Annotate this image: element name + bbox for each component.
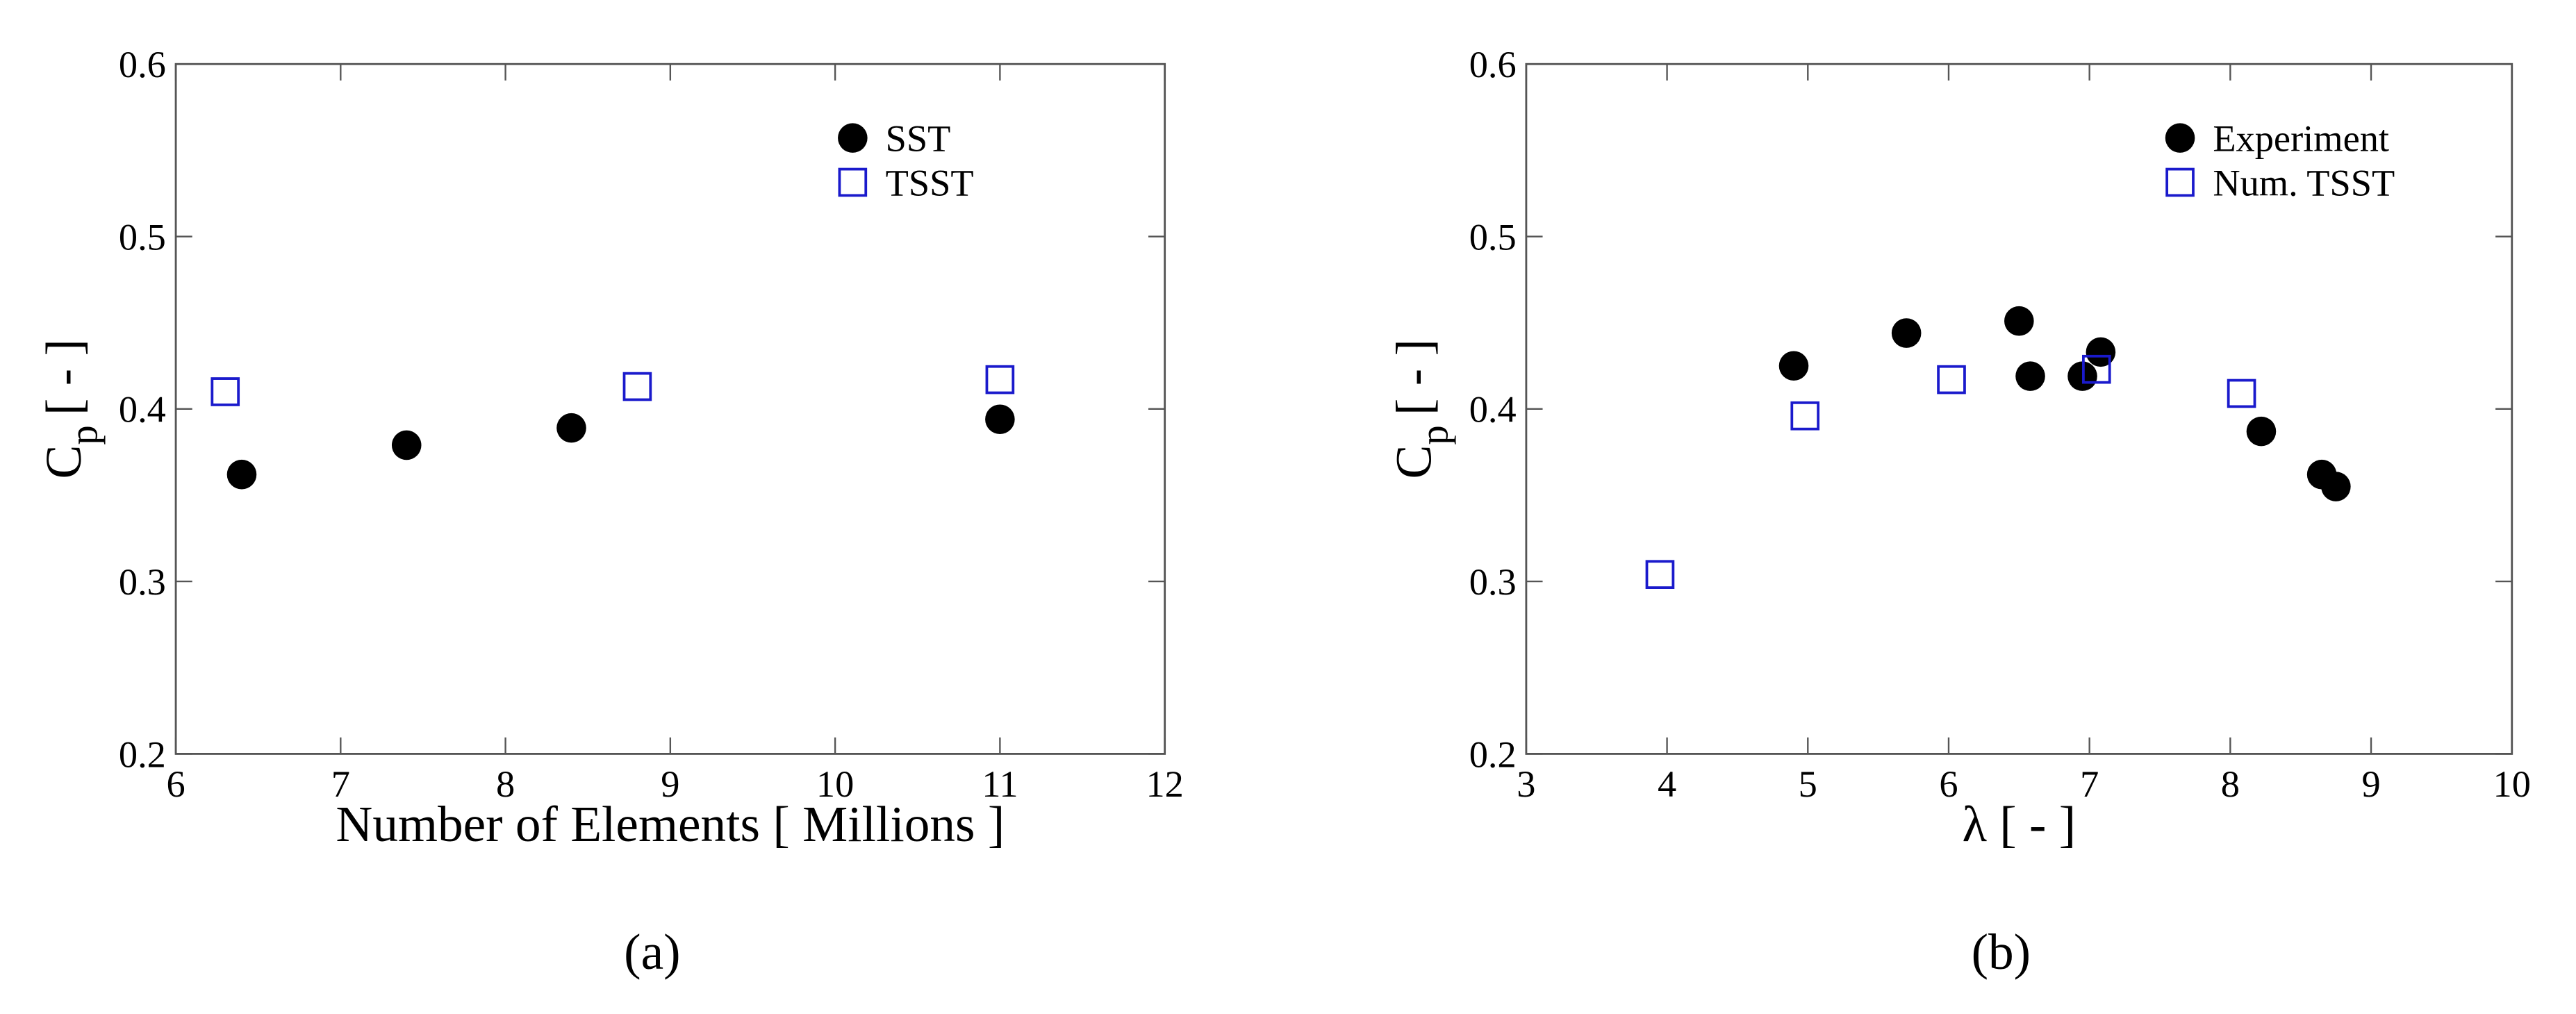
point	[2227, 379, 2256, 408]
point	[985, 404, 1015, 435]
y-axis-label-unit: [ - ]	[1386, 339, 1442, 415]
x-tick-label: 10	[2493, 763, 2531, 805]
point	[2086, 337, 2116, 367]
point	[210, 377, 240, 406]
legend-label: Experiment	[2213, 118, 2389, 160]
x-tick-label: 6	[166, 763, 185, 805]
legend-marker	[2165, 167, 2195, 197]
caption: (a)	[624, 924, 680, 980]
legend-label: TSST	[886, 162, 974, 203]
y-tick-label: 0.4	[119, 389, 166, 431]
point	[226, 459, 257, 490]
x-axis-label: Number of Elements [ Millions ]	[336, 796, 1005, 852]
x-tick-label: 5	[1799, 763, 1817, 805]
x-tick-label: 12	[1146, 763, 1183, 805]
x-tick-label: 9	[661, 763, 679, 805]
x-tick-label: 8	[496, 763, 515, 805]
point	[556, 413, 586, 443]
legend-marker	[2165, 123, 2195, 153]
point	[391, 430, 422, 460]
legend-marker	[838, 123, 868, 153]
y-tick-label: 0.2	[1469, 733, 1517, 775]
legend-marker	[838, 167, 868, 197]
y-axis-label-base: C	[1386, 445, 1442, 479]
point	[2004, 306, 2034, 336]
x-tick-label: 11	[982, 763, 1018, 805]
point	[1937, 365, 1966, 394]
x-tick-label: 7	[331, 763, 350, 805]
y-axis-label: Cp [ - ]	[35, 339, 106, 479]
y-axis-label-sub: p	[63, 425, 106, 444]
plot-frame	[174, 63, 1166, 755]
point	[622, 372, 652, 401]
point	[2015, 361, 2045, 391]
x-tick-label: 3	[1517, 763, 1535, 805]
point	[1790, 401, 1820, 431]
y-axis-label-unit: [ - ]	[35, 339, 92, 415]
y-axis-label-sub: p	[1412, 425, 1456, 444]
legend-label: SST	[886, 118, 951, 160]
x-tick-label: 9	[2361, 763, 2380, 805]
point	[2321, 472, 2351, 501]
point	[1645, 560, 1675, 590]
x-tick-label: 4	[1658, 763, 1676, 805]
y-tick-label: 0.3	[1469, 561, 1517, 603]
y-axis-label-base: C	[35, 445, 92, 479]
x-tick-label: 8	[2221, 763, 2240, 805]
y-tick-label: 0.6	[1469, 44, 1517, 85]
point	[985, 365, 1015, 394]
x-tick-label: 10	[816, 763, 854, 805]
point	[2246, 416, 2277, 447]
y-tick-label: 0.2	[119, 733, 166, 775]
point	[2081, 354, 2111, 384]
x-axis-label: λ [ - ]	[1962, 796, 2076, 852]
caption: (b)	[1972, 924, 2031, 980]
x-tick-label: 7	[2080, 763, 2099, 805]
y-axis-label: Cp [ - ]	[1386, 339, 1457, 479]
y-tick-label: 0.4	[1469, 389, 1517, 431]
y-tick-label: 0.3	[119, 561, 166, 603]
y-tick-label: 0.6	[119, 44, 166, 85]
point	[1891, 318, 1922, 348]
y-tick-label: 0.5	[119, 216, 166, 258]
x-tick-label: 6	[1939, 763, 1958, 805]
legend-label: Num. TSST	[2213, 162, 2395, 203]
point	[1778, 351, 1809, 381]
y-tick-label: 0.5	[1469, 216, 1517, 258]
